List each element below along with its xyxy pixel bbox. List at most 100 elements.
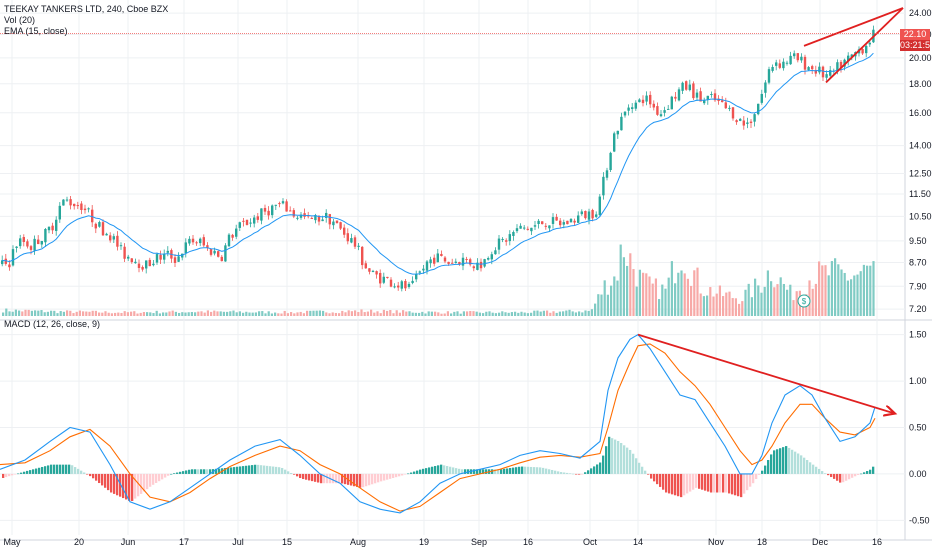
volume-bar <box>165 312 168 316</box>
time-tick-label: 15 <box>282 537 292 547</box>
macd-histogram-bar <box>158 473 161 482</box>
macd-histogram-bar <box>422 468 425 474</box>
price-tick-label: 14.00 <box>909 141 932 151</box>
macd-histogram-bar <box>311 473 314 482</box>
candle-body <box>814 70 817 74</box>
macd-histogram-bar <box>128 473 131 501</box>
macd-histogram-bar <box>809 462 812 474</box>
price-tick-label: 7.90 <box>909 281 927 291</box>
macd-histogram-bar <box>821 471 824 474</box>
volume-bar <box>133 311 136 316</box>
macd-histogram-bar <box>740 473 743 498</box>
volume-bar <box>405 311 408 316</box>
volume-bar <box>379 313 382 316</box>
macd-histogram-bar <box>149 473 152 487</box>
macd-tick-label: -0.50 <box>909 515 930 525</box>
price-pane[interactable]: $ <box>0 7 905 316</box>
candle-body <box>195 242 198 244</box>
volume-bar <box>392 313 395 316</box>
volume-bar <box>872 261 875 316</box>
volume-bar <box>242 312 245 316</box>
macd-histogram-bar <box>857 473 860 475</box>
macd-histogram-bar <box>179 471 182 474</box>
macd-histogram-bar <box>776 449 779 474</box>
volume-bar <box>78 310 81 316</box>
macd-histogram-bar <box>620 442 623 474</box>
macd-histogram-bar <box>719 473 722 493</box>
volume-bar <box>24 309 27 316</box>
volume-bar <box>210 311 213 316</box>
macd-tick-label: 0.50 <box>909 423 927 433</box>
candle-body <box>73 203 76 207</box>
time-tick-label: 19 <box>419 537 429 547</box>
macd-histogram-bar <box>350 473 353 486</box>
macd-histogram-bar <box>62 464 65 474</box>
macd-histogram-bar <box>107 473 110 491</box>
volume-bar <box>462 311 465 316</box>
price-tick-label: 16.00 <box>909 108 932 118</box>
volume-bar <box>18 310 21 316</box>
candle-body <box>865 45 868 54</box>
macd-histogram-bar <box>587 470 590 474</box>
macd-histogram-bar <box>380 473 383 482</box>
candle-body <box>598 196 601 216</box>
candle-body <box>40 241 43 245</box>
volume-bar <box>280 313 283 316</box>
candle-body <box>397 285 400 288</box>
candle-body <box>256 216 259 220</box>
volume-bar <box>88 311 91 316</box>
price-tick-label: 10.50 <box>909 211 932 221</box>
volume-bar <box>674 283 677 316</box>
candle-body <box>155 254 159 263</box>
candle-body <box>62 199 65 206</box>
candle-body <box>577 215 580 223</box>
macd-histogram-bar <box>713 473 716 493</box>
volume-bar <box>331 312 334 316</box>
macd-histogram-bar <box>206 469 209 474</box>
macd-histogram-bar <box>737 473 740 497</box>
volume-bar <box>440 313 443 316</box>
price-tick-label: 7.20 <box>909 304 927 314</box>
candle-body <box>94 223 97 229</box>
volume-bar <box>773 287 776 316</box>
macd-histogram-bar <box>338 473 341 484</box>
candle-body <box>616 130 619 135</box>
volume-bar <box>8 311 11 316</box>
candle-body <box>422 268 425 271</box>
volume-bar <box>517 312 520 316</box>
volume-bar <box>651 283 654 316</box>
volume-bar <box>235 312 238 316</box>
volume-bar <box>715 293 718 316</box>
candle-body <box>332 221 335 226</box>
macd-pane[interactable] <box>0 333 895 514</box>
volume-bar <box>34 310 37 316</box>
candle-body <box>364 263 367 269</box>
candle-body <box>206 245 209 249</box>
volume-bar <box>424 313 427 316</box>
candle-body <box>728 107 731 109</box>
macd-histogram-bar <box>731 473 734 495</box>
volume-bar <box>818 261 821 316</box>
macd-histogram-bar <box>518 466 521 474</box>
volume-bar <box>149 312 152 316</box>
candle-body <box>371 270 375 272</box>
macd-histogram-bar <box>722 473 725 493</box>
candle-body <box>105 233 108 236</box>
macd-histogram-bar <box>302 473 305 480</box>
macd-histogram-bar <box>140 473 143 494</box>
macd-histogram-bar <box>203 469 206 474</box>
candle-body <box>699 91 702 102</box>
macd-histogram-bar <box>26 470 29 474</box>
candle-body <box>526 228 529 230</box>
volume-bar <box>741 301 744 316</box>
macd-histogram-bar <box>536 467 539 474</box>
volume-bar <box>776 284 779 316</box>
candle-body <box>184 242 187 254</box>
macd-histogram-bar <box>497 469 500 474</box>
candle-body <box>267 210 270 216</box>
macd-histogram-bar <box>341 473 344 484</box>
macd-histogram-bar <box>782 447 785 474</box>
volume-bar <box>411 312 414 316</box>
macd-histogram-bar <box>632 453 635 474</box>
